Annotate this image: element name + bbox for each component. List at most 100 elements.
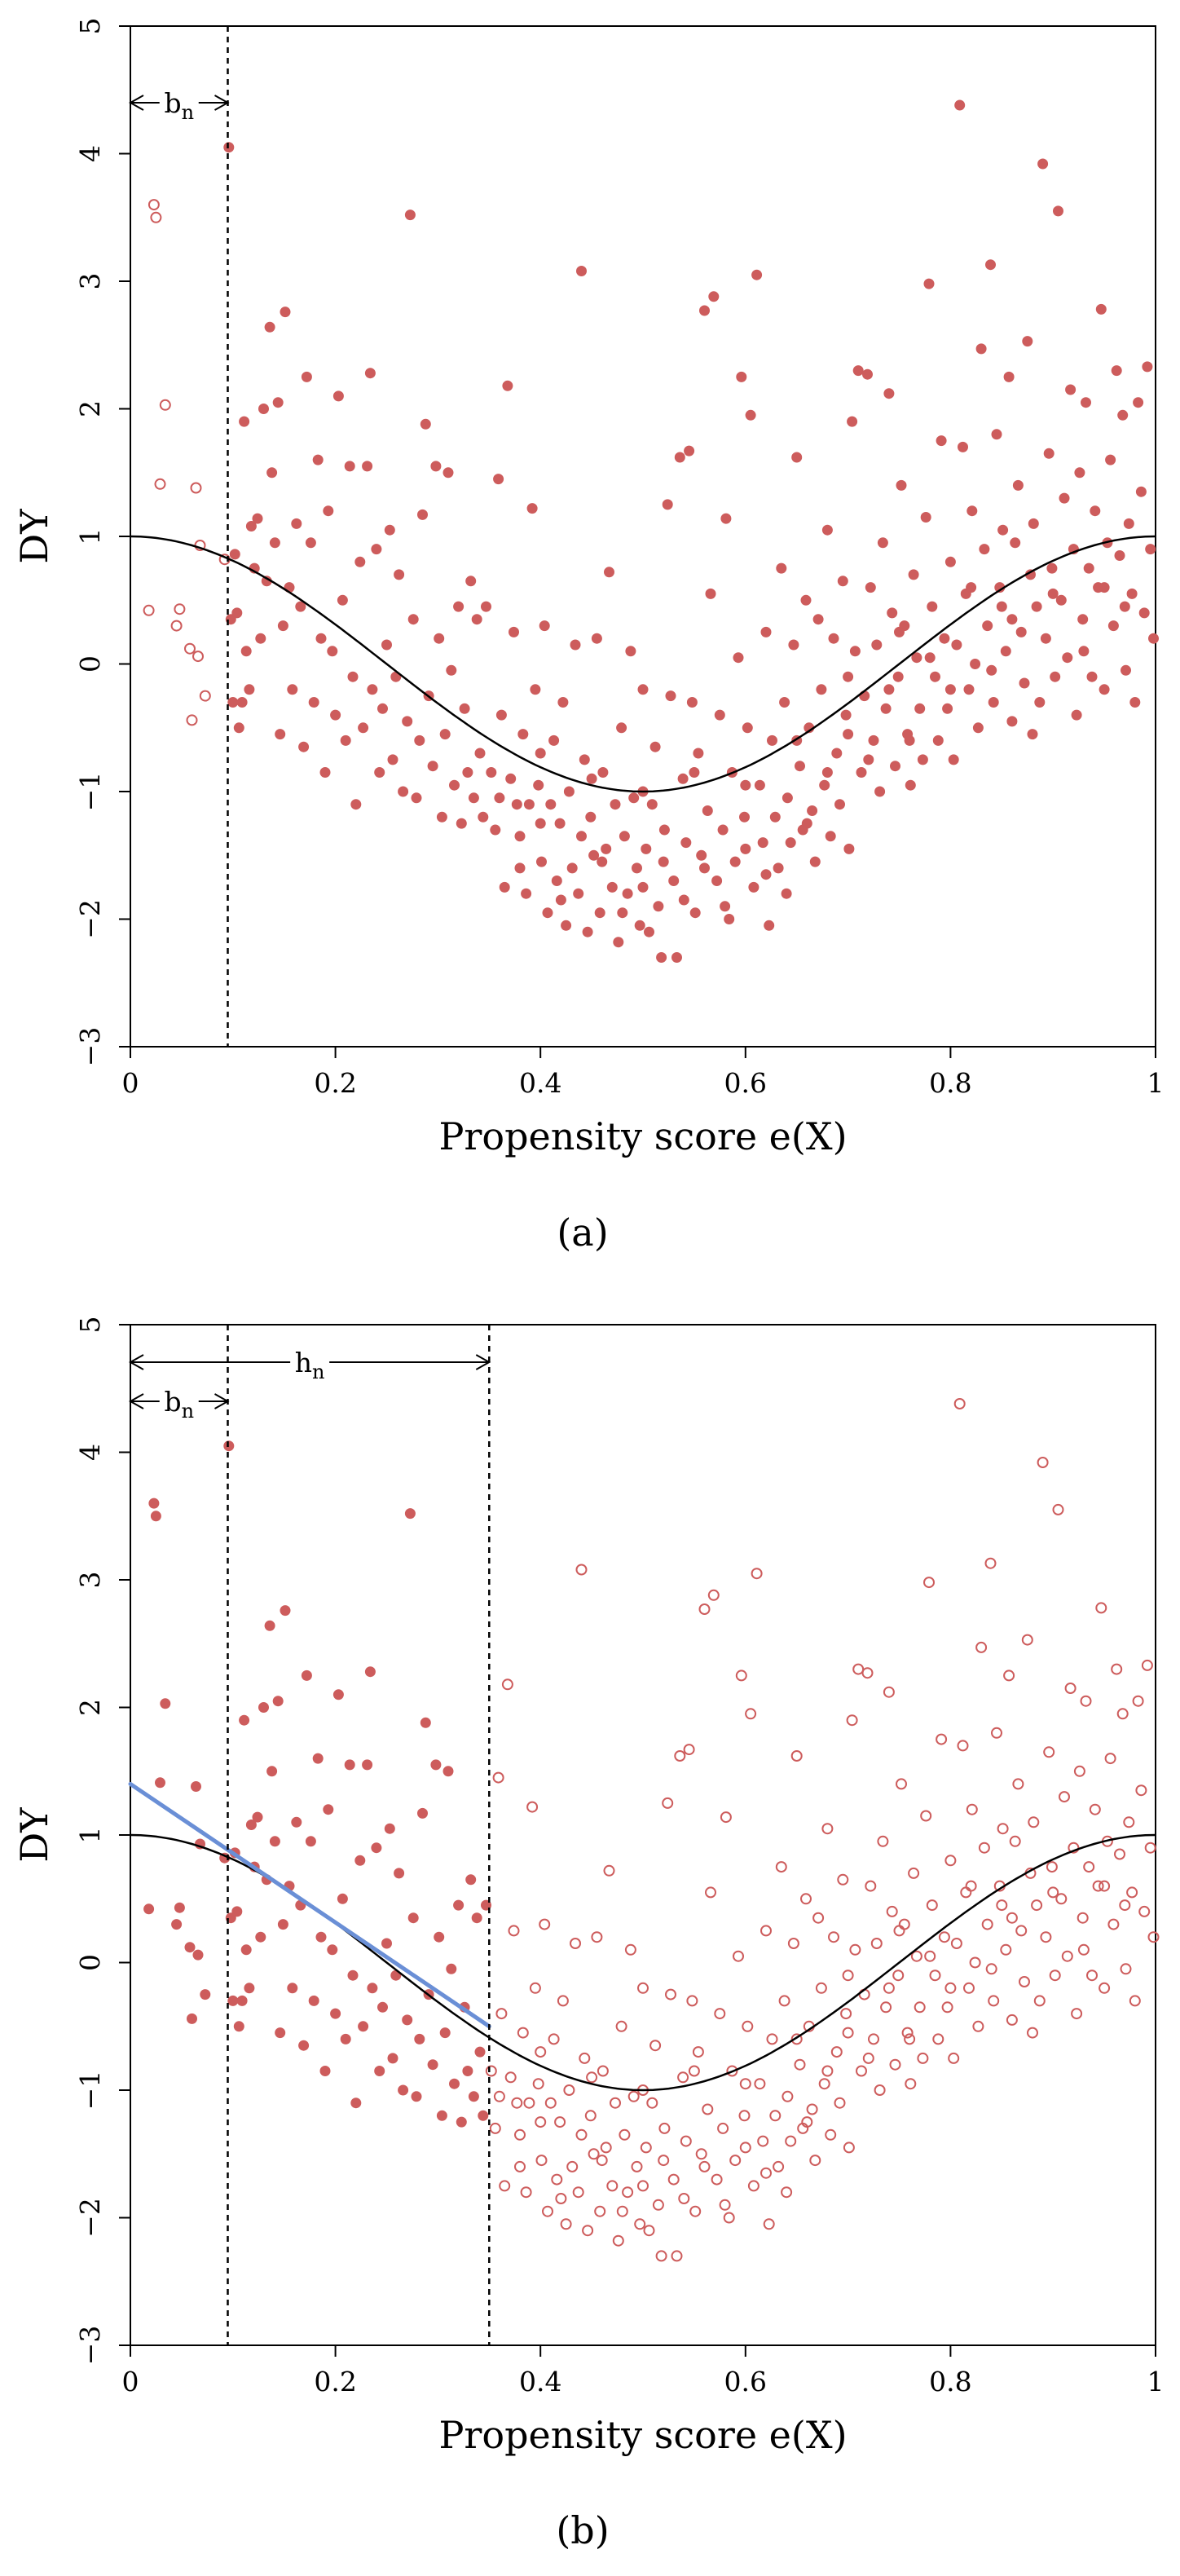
- scatter-point: [258, 1702, 269, 1713]
- scatter-point: [966, 582, 977, 593]
- scatter-point: [1111, 1663, 1123, 1675]
- scatter-point: [837, 1873, 849, 1886]
- scatter-point: [662, 499, 673, 510]
- scatter-point: [988, 1995, 1000, 2007]
- scatter-point: [449, 779, 460, 791]
- y-tick-label-b-6: 3: [74, 1572, 106, 1589]
- scatter-point: [1019, 1976, 1030, 1987]
- scatter-point: [616, 722, 627, 734]
- scatter-point: [244, 684, 255, 695]
- scatter-point: [192, 651, 204, 663]
- scatter-point: [689, 907, 701, 919]
- scatter-point: [551, 876, 562, 886]
- scatter-point: [1135, 1784, 1147, 1797]
- true-curve-a: [130, 535, 1156, 793]
- scatter-point: [291, 518, 302, 529]
- y-tick-label-a-6: 3: [74, 273, 106, 290]
- scatter-point: [834, 799, 845, 810]
- scatter-point: [514, 831, 526, 842]
- scatter-point: [1027, 2027, 1038, 2039]
- scatter-point: [985, 1963, 997, 1975]
- scatter-point: [434, 633, 445, 644]
- scatter-point: [812, 614, 824, 625]
- scatter-point: [840, 709, 852, 721]
- bandwidth-symbol-a: b: [164, 87, 181, 119]
- scatter-point: [1081, 397, 1091, 408]
- scatter-point: [991, 1727, 1002, 1739]
- scatter-point: [944, 556, 956, 567]
- scatter-point: [908, 569, 919, 580]
- x-tick-label-b-1: 0.2: [314, 2366, 356, 2397]
- scatter-point: [1141, 1659, 1153, 1671]
- scatter-point: [917, 2052, 929, 2064]
- scatter-point: [773, 862, 784, 874]
- scatter-point: [402, 2014, 413, 2026]
- scatter-point: [240, 646, 252, 657]
- scatter-point: [523, 799, 535, 810]
- scatter-point: [1083, 1861, 1095, 1873]
- scatter-point: [936, 1733, 948, 1745]
- scatter-point: [252, 1811, 263, 1823]
- scatter-point: [143, 1903, 155, 1915]
- scatter-point: [892, 1969, 905, 1982]
- scatter-point: [910, 1950, 922, 1962]
- bandwidth-symbol-b: b: [164, 1386, 181, 1418]
- x-axis-label-a: Propensity score e(X): [438, 1114, 847, 1158]
- scatter-point: [692, 2046, 704, 2058]
- plot-frame-a: [130, 25, 1156, 1048]
- x-tick-label-a-2: 0.4: [519, 1067, 561, 1099]
- scatter-point: [414, 734, 425, 746]
- y-tick-label-a-7: 4: [74, 145, 106, 162]
- scatter-point: [1133, 397, 1144, 408]
- bandwidth-subscript-b: n: [182, 1400, 194, 1423]
- scatter-point: [596, 2155, 608, 2167]
- scatter-point: [785, 2135, 797, 2147]
- scatter-point: [430, 461, 442, 472]
- scatter-point: [680, 837, 692, 849]
- scatter-point: [748, 881, 760, 893]
- scatter-point: [1114, 1848, 1125, 1860]
- scatter-point: [966, 505, 978, 517]
- scatter-point: [371, 544, 382, 555]
- scatter-point: [364, 1666, 376, 1678]
- scatter-point: [594, 907, 605, 919]
- scatter-point: [407, 1912, 419, 1924]
- scatter-point: [563, 2084, 575, 2096]
- scatter-point: [535, 2046, 547, 2058]
- scatter-point: [653, 901, 664, 912]
- scatter-point: [849, 646, 861, 657]
- plot-frame-b: [130, 1324, 1156, 2346]
- scatter-point: [622, 888, 633, 899]
- scatter-point: [280, 1605, 291, 1617]
- y-axis-label-b: DY: [12, 1807, 56, 1863]
- scatter-point: [1126, 588, 1138, 599]
- scatter-point: [308, 1995, 319, 2006]
- scatter-point: [896, 479, 907, 491]
- scatter-point: [671, 952, 682, 963]
- scatter-point: [865, 582, 876, 593]
- bandwidth-annotation-a: bn: [128, 87, 230, 124]
- scatter-point: [627, 2090, 640, 2102]
- scatter-point: [877, 1835, 889, 1847]
- scatter-point: [893, 1925, 905, 1937]
- scatter-point: [870, 1938, 883, 1949]
- scatter-point: [874, 2084, 886, 2096]
- bandwidth-arrowhead-left-a: [128, 95, 144, 111]
- scatter-point: [417, 509, 428, 520]
- scatter-point: [362, 1759, 373, 1771]
- scatter-point: [332, 390, 344, 402]
- scatter-point: [948, 2052, 960, 2064]
- scatter-point: [764, 920, 775, 931]
- scatter-point: [340, 2033, 351, 2044]
- scatter-point: [239, 1714, 250, 1726]
- scatter-point: [944, 1982, 957, 1994]
- scatter-point: [585, 811, 597, 823]
- scatter-point: [972, 2020, 984, 2032]
- scatter-points-a: [143, 99, 1159, 963]
- scatter-point: [398, 2084, 409, 2096]
- scatter-point: [411, 2091, 422, 2102]
- scatter-point: [791, 452, 803, 463]
- scatter-point: [754, 779, 765, 791]
- scatter-point: [327, 646, 338, 657]
- scatter-point: [190, 482, 202, 494]
